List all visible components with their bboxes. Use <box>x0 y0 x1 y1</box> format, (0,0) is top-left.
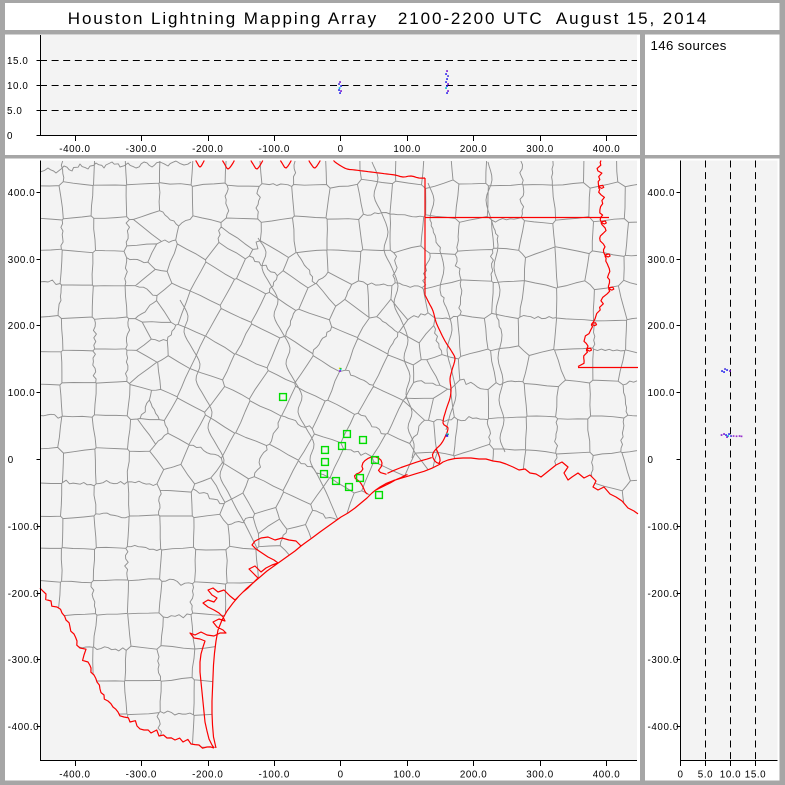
svg-text:300.0: 300.0 <box>648 255 676 266</box>
svg-text:100.0: 100.0 <box>648 388 676 399</box>
svg-text:0: 0 <box>7 131 13 142</box>
svg-text:-100.0: -100.0 <box>8 522 39 533</box>
svg-text:300.0: 300.0 <box>8 255 36 266</box>
svg-text:-100.0: -100.0 <box>648 522 679 533</box>
svg-text:400.0: 400.0 <box>593 770 621 781</box>
svg-text:-400.0: -400.0 <box>648 722 679 733</box>
svg-text:400.0: 400.0 <box>648 188 676 199</box>
svg-text:5.0: 5.0 <box>698 770 713 781</box>
svg-text:100.0: 100.0 <box>393 770 421 781</box>
svg-text:0: 0 <box>8 455 14 466</box>
svg-text:0: 0 <box>338 770 344 781</box>
svg-text:-400.0: -400.0 <box>8 722 39 733</box>
svg-text:100.0: 100.0 <box>8 388 36 399</box>
svg-text:-100.0: -100.0 <box>259 144 290 155</box>
svg-text:Houston Lightning Mapping Arra: Houston Lightning Mapping Array 2100-220… <box>68 9 708 28</box>
svg-text:-300.0: -300.0 <box>648 655 679 666</box>
svg-text:200.0: 200.0 <box>460 770 488 781</box>
svg-text:100.0: 100.0 <box>393 144 421 155</box>
svg-text:10.0: 10.0 <box>7 81 28 92</box>
svg-text:-200.0: -200.0 <box>192 144 223 155</box>
svg-text:400.0: 400.0 <box>593 144 621 155</box>
svg-text:146 sources: 146 sources <box>651 38 727 53</box>
svg-text:200.0: 200.0 <box>460 144 488 155</box>
svg-text:5.0: 5.0 <box>7 106 22 117</box>
svg-text:15.0: 15.0 <box>745 770 766 781</box>
svg-text:200.0: 200.0 <box>648 321 676 332</box>
svg-text:300.0: 300.0 <box>526 770 554 781</box>
svg-text:-300.0: -300.0 <box>8 655 39 666</box>
svg-text:0: 0 <box>338 144 344 155</box>
svg-text:-400.0: -400.0 <box>59 144 90 155</box>
svg-text:-200.0: -200.0 <box>648 589 679 600</box>
svg-text:0: 0 <box>677 770 683 781</box>
svg-text:0: 0 <box>648 455 654 466</box>
svg-text:200.0: 200.0 <box>8 321 36 332</box>
svg-text:-300.0: -300.0 <box>126 770 157 781</box>
svg-text:300.0: 300.0 <box>526 144 554 155</box>
svg-text:-200.0: -200.0 <box>192 770 223 781</box>
svg-text:15.0: 15.0 <box>7 56 28 67</box>
svg-text:-100.0: -100.0 <box>259 770 290 781</box>
svg-text:-300.0: -300.0 <box>126 144 157 155</box>
svg-text:-200.0: -200.0 <box>8 589 39 600</box>
svg-text:10.0: 10.0 <box>720 770 741 781</box>
svg-text:400.0: 400.0 <box>8 188 36 199</box>
svg-text:-400.0: -400.0 <box>59 770 90 781</box>
